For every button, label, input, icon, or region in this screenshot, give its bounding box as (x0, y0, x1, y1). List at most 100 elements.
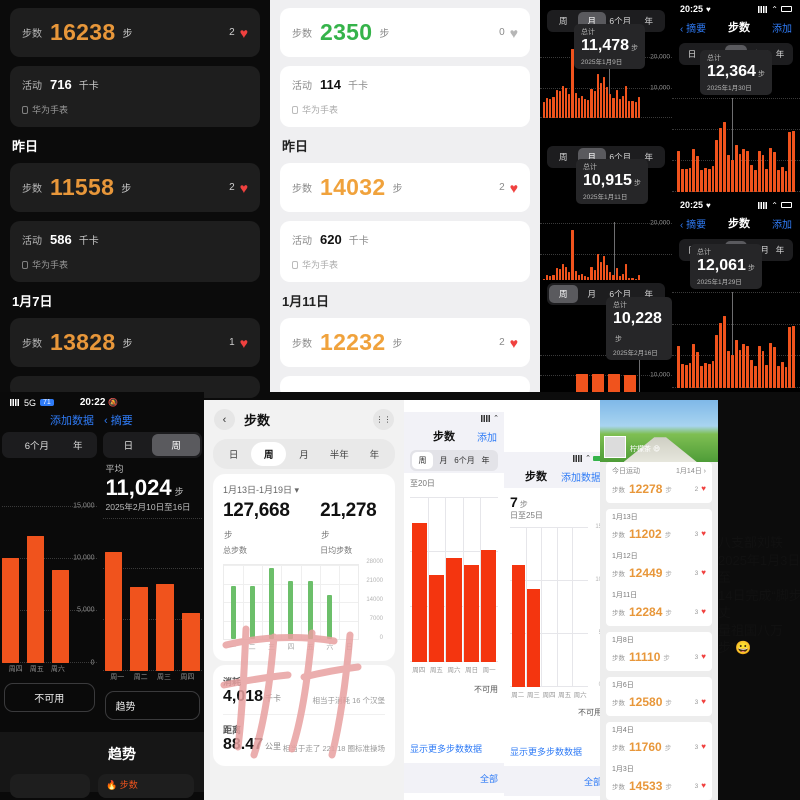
step-card-yesterday[interactable]: 步数 14032 步 2 ♥ (280, 163, 530, 212)
trend-card-right[interactable]: 🔥 步数 (98, 774, 194, 798)
seg-year[interactable]: 年 (775, 49, 785, 59)
heart-icon[interactable]: ♥ (701, 607, 706, 616)
like-group[interactable]: 3 ♥ (695, 782, 706, 790)
list-item[interactable]: 1月8日 步数 11110 步 3 ♥ (606, 632, 712, 671)
heart-icon[interactable]: ♥ (239, 334, 248, 351)
heart-icon[interactable]: ♥ (701, 652, 706, 661)
period-tabs[interactable]: 日 周 月 半年 年 (213, 439, 395, 469)
like-group[interactable]: 2 ♥ (695, 485, 706, 493)
like-group[interactable]: 3 ♥ (695, 743, 706, 751)
seg-month[interactable]: 月 (587, 289, 596, 299)
show-more-steps-link[interactable]: 显示更多步数数据 (510, 747, 583, 757)
step-bar-chart[interactable] (410, 497, 498, 662)
step-bar-chart[interactable]: 20,000 10,000 (540, 40, 672, 118)
like-group[interactable]: 3 ♥ (695, 653, 706, 661)
heart-icon[interactable]: ♥ (701, 568, 706, 577)
tab-day[interactable]: 日 (228, 450, 239, 461)
back-button[interactable]: ‹ 摘要 (680, 219, 707, 231)
show-more-steps-link[interactable]: 显示更多步数数据 (410, 744, 483, 754)
tab-halfyear[interactable]: 半年 (329, 450, 349, 461)
chevron-down-icon[interactable]: ▾ (294, 485, 300, 495)
seg-week[interactable]: 周 (558, 152, 568, 162)
like-group[interactable]: 1 ♥ (229, 336, 248, 350)
step-bar-chart-left[interactable]: 15,000 10,000 5,000 0 (2, 503, 97, 667)
more-data-row[interactable]: 显示更多步数数据 (404, 733, 504, 763)
list-item[interactable]: 1月4日 步数 11760 步 3 ♥ 1月3日 步数 14533 步 3 ♥ (606, 722, 712, 800)
heart-icon[interactable]: ♥ (509, 179, 518, 196)
heart-icon[interactable]: ♥ (239, 179, 248, 196)
trend-button[interactable]: 趋势 (104, 691, 200, 720)
seg-year[interactable]: 年 (644, 289, 653, 299)
step-card-jan7[interactable]: 步数 13828 步 1 ♥ (10, 318, 260, 367)
seg-6month[interactable]: 6个月 (24, 441, 49, 452)
all-link[interactable]: 全部 (583, 777, 602, 787)
today-card[interactable]: 今日运动 1月14日 › 步数 12278 步 2 ♥ (606, 462, 712, 503)
next-card-partial[interactable] (280, 376, 530, 392)
seg-day[interactable]: 日 (123, 441, 134, 452)
seg-week[interactable]: 周 (412, 452, 433, 469)
step-card-today[interactable]: 步数 16238 步 2 ♥ (10, 8, 260, 57)
heart-icon[interactable]: ♥ (509, 334, 518, 351)
seg-week[interactable]: 周 (549, 285, 578, 303)
seg-6month[interactable]: 6个月 (609, 289, 632, 299)
back-button[interactable]: ‹ (214, 409, 235, 430)
heart-icon[interactable]: ♥ (239, 24, 248, 41)
seg-day[interactable]: 日 (687, 49, 697, 59)
heart-icon[interactable]: ♥ (701, 781, 706, 790)
step-card-jan11[interactable]: 步数 12232 步 2 ♥ (280, 318, 530, 367)
seg-year[interactable]: 年 (481, 456, 490, 465)
back-button[interactable]: ‹ 摘要 (104, 415, 133, 427)
seg-year[interactable]: 年 (644, 152, 653, 162)
like-group[interactable]: 0 ♥ (499, 26, 518, 40)
all-link[interactable]: 全部 (479, 774, 498, 784)
step-bar-chart[interactable] (672, 292, 800, 388)
like-group[interactable]: 2 ♥ (499, 336, 518, 350)
heart-icon[interactable]: ♥ (701, 529, 706, 538)
more-button[interactable]: ⋮⋮ (373, 409, 394, 430)
seg-week[interactable]: 周 (558, 16, 568, 26)
activity-card-today[interactable]: 活动 114 千卡 华为手表 (280, 66, 530, 127)
add-button[interactable]: 添加 (477, 432, 497, 444)
list-item[interactable]: 1月6日 步数 12580 步 3 ♥ (606, 677, 712, 716)
seg-6month[interactable]: 6个月 (454, 456, 475, 465)
activity-card-yesterday[interactable]: 活动 586 千卡 华为手表 (10, 221, 260, 282)
heart-icon[interactable]: ♥ (701, 742, 706, 751)
heart-icon[interactable]: ♥ (701, 697, 706, 706)
range-segmented-control-left[interactable]: 6个月 年 (2, 432, 97, 458)
step-bar-chart[interactable] (510, 527, 588, 687)
add-data-button[interactable]: 添加数据 (561, 472, 601, 484)
like-group[interactable]: 3 ♥ (695, 530, 706, 538)
seg-month[interactable]: 月 (439, 456, 448, 465)
seg-6month[interactable]: 6个月 (609, 16, 632, 26)
like-group[interactable]: 2 ♥ (229, 181, 248, 195)
all-row[interactable]: 全部 (404, 763, 504, 793)
range-segmented-control-right[interactable]: 日 周 (102, 432, 202, 458)
tab-month[interactable]: 月 (299, 450, 309, 461)
tab-year[interactable]: 年 (369, 450, 380, 461)
activity-card-yesterday[interactable]: 活动 620 千卡 华为手表 (280, 221, 530, 282)
add-data-button[interactable]: 添加数据 (50, 415, 94, 427)
step-card-today[interactable]: 步数 2350 步 0 ♥ (280, 8, 530, 57)
trend-card-left[interactable] (10, 774, 90, 798)
step-bar-chart[interactable] (672, 98, 800, 192)
seg-6month[interactable]: 6个月 (609, 152, 632, 162)
all-row[interactable]: 全部 (504, 766, 608, 796)
list-item[interactable]: 1月13日 步数 11202 步 3 ♥ 1月12日 步数 12449 步 3 ♥ … (606, 509, 712, 626)
tab-week[interactable]: 周 (251, 442, 287, 466)
step-card-yesterday[interactable]: 步数 11558 步 2 ♥ (10, 163, 260, 212)
range-segmented-control[interactable]: 周 月 6个月 年 (410, 450, 498, 471)
activity-card-today[interactable]: 活动 716 千卡 华为手表 (10, 66, 260, 127)
avatar[interactable] (604, 436, 626, 458)
step-bar-chart[interactable]: 20,000 (540, 220, 672, 280)
more-data-row[interactable]: 显示更多步数数据 (504, 736, 608, 766)
step-bar-chart-right[interactable] (102, 518, 202, 671)
seg-year[interactable]: 年 (644, 16, 653, 26)
add-button[interactable]: 添加 (771, 219, 792, 231)
seg-year[interactable]: 年 (775, 245, 785, 255)
weekly-bar-chart[interactable] (223, 564, 359, 640)
like-group[interactable]: 3 ♥ (695, 569, 706, 577)
back-button[interactable]: ‹ 摘要 (680, 23, 707, 35)
unavailable-button-left[interactable]: 不可用 (4, 683, 95, 712)
like-group[interactable]: 2 ♥ (229, 26, 248, 40)
seg-year[interactable]: 年 (73, 441, 83, 452)
